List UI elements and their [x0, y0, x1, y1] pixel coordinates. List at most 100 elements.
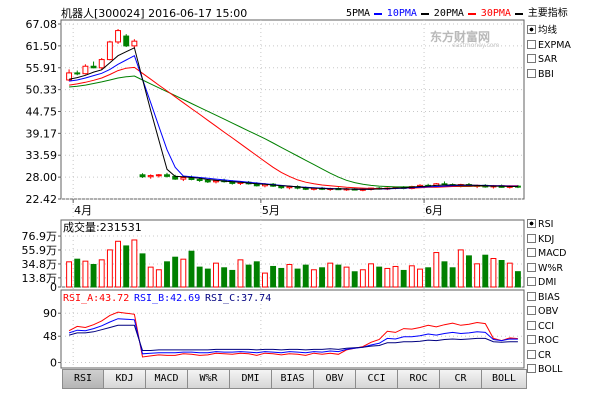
indicator-option[interactable]: RSI — [527, 218, 553, 232]
checkbox[interactable] — [527, 364, 536, 373]
indicator-option[interactable]: CCI — [527, 320, 554, 334]
ma-legend-item: 10PMA — [386, 8, 417, 19]
volume-bar — [155, 269, 162, 288]
indicator-option[interactable]: CR — [527, 349, 551, 363]
rsi-c-line — [68, 324, 518, 351]
tab-bias[interactable]: BIAS — [272, 369, 314, 389]
indicator-option[interactable]: ROC — [527, 334, 559, 348]
checkbox[interactable] — [527, 68, 536, 78]
volume-bar — [90, 263, 97, 288]
checkbox[interactable] — [527, 219, 536, 228]
overlay-option[interactable]: EXPMA — [527, 39, 571, 53]
indicator-option[interactable]: MACD — [527, 247, 566, 261]
option-label: MACD — [538, 248, 567, 259]
option-label: ROC — [538, 335, 559, 346]
volume-bar — [474, 263, 481, 288]
tab-roc[interactable]: ROC — [398, 369, 440, 389]
price-tick-label: 50.33 — [26, 84, 58, 97]
volume-bar — [131, 239, 138, 288]
volume-bar — [82, 260, 89, 288]
option-label: 均线 — [538, 25, 558, 36]
checkbox[interactable] — [527, 25, 536, 34]
indicator-option[interactable]: KDJ — [527, 233, 554, 247]
option-label: W%R — [538, 262, 564, 274]
volume-bar — [466, 255, 472, 288]
checkbox[interactable] — [527, 54, 536, 63]
volume-bar — [147, 266, 154, 288]
panel-frame — [60, 219, 525, 288]
checkbox[interactable] — [527, 335, 536, 344]
checkbox[interactable] — [527, 306, 536, 315]
indicator-option[interactable]: BOLL — [527, 363, 562, 377]
checkbox[interactable] — [527, 277, 536, 286]
option-label: RSI — [538, 219, 554, 230]
checkbox[interactable] — [527, 320, 536, 330]
volume-bar — [310, 269, 317, 288]
volume-bar — [319, 267, 326, 288]
candle-body — [196, 178, 203, 181]
price-tick-label: 39.17 — [26, 127, 58, 140]
volume-bar — [253, 261, 260, 288]
volume-bar — [335, 264, 342, 288]
tab-dmi[interactable]: DMI — [230, 369, 272, 389]
indicator-option[interactable]: BIAS — [527, 291, 560, 305]
overlay-option[interactable]: BBI — [527, 68, 554, 82]
price-tick-label: 44.75 — [26, 106, 58, 119]
indicator-option[interactable]: DMI — [527, 276, 556, 290]
volume-bar — [327, 262, 334, 288]
volume-bar — [359, 269, 366, 288]
candle-body — [147, 175, 154, 178]
tab-obv[interactable]: OBV — [314, 369, 356, 389]
overlay-option[interactable]: 均线 — [527, 24, 557, 38]
volume-bar — [425, 267, 432, 288]
ma20-line — [69, 66, 518, 189]
tab-cr[interactable]: CR — [440, 369, 482, 389]
ma10-line — [69, 54, 518, 190]
panel-frame — [60, 289, 525, 369]
tab-macd[interactable]: MACD — [146, 369, 188, 389]
checkbox[interactable] — [527, 39, 536, 49]
checkbox[interactable] — [527, 248, 536, 257]
month-tick-label: 5月 — [262, 204, 280, 217]
candle-body — [66, 72, 73, 81]
volume-bar — [115, 240, 121, 288]
tab-wpctr[interactable]: W%R — [188, 369, 230, 389]
option-label: KDJ — [538, 233, 555, 245]
indicator-option[interactable]: OBV — [527, 305, 558, 319]
volume-bar — [98, 259, 105, 288]
tab-boll[interactable]: BOLL — [482, 369, 527, 389]
volume-bar — [286, 263, 293, 288]
candle-body — [90, 65, 97, 69]
volume-bar — [514, 271, 521, 288]
volume-bar — [213, 262, 219, 288]
ma-legend-swatch — [373, 13, 382, 15]
checkbox[interactable] — [527, 291, 536, 301]
candle-body — [204, 179, 211, 183]
checkbox[interactable] — [527, 262, 536, 272]
tab-cci[interactable]: CCI — [356, 369, 398, 389]
volume-bar — [180, 258, 187, 288]
price-tick-label: 67.08 — [26, 18, 58, 31]
volume-bar — [400, 269, 407, 288]
rsi-tick-label: 90 — [43, 307, 57, 320]
volume-bar — [196, 266, 203, 288]
watermark-logo: 东方财富网 — [430, 30, 491, 44]
indicator-option[interactable]: W%R — [527, 262, 563, 276]
option-label: BIAS — [538, 291, 560, 303]
candle-body — [115, 30, 121, 43]
tab-kdj[interactable]: KDJ — [104, 369, 146, 389]
volume-bar — [106, 249, 113, 288]
checkbox[interactable] — [527, 233, 536, 243]
option-label: CR — [538, 349, 552, 361]
volume-bar — [457, 249, 464, 288]
checkbox[interactable] — [527, 349, 536, 359]
overlay-option[interactable]: SAR — [527, 53, 557, 67]
candle-body — [180, 177, 187, 180]
volume-bar — [261, 272, 268, 288]
tab-rsi[interactable]: RSI — [62, 369, 104, 389]
volume-bar — [449, 267, 456, 288]
volume-tick-label: 13.8万 — [22, 272, 58, 285]
volume-bar — [270, 265, 277, 288]
volume-bar — [376, 266, 383, 288]
